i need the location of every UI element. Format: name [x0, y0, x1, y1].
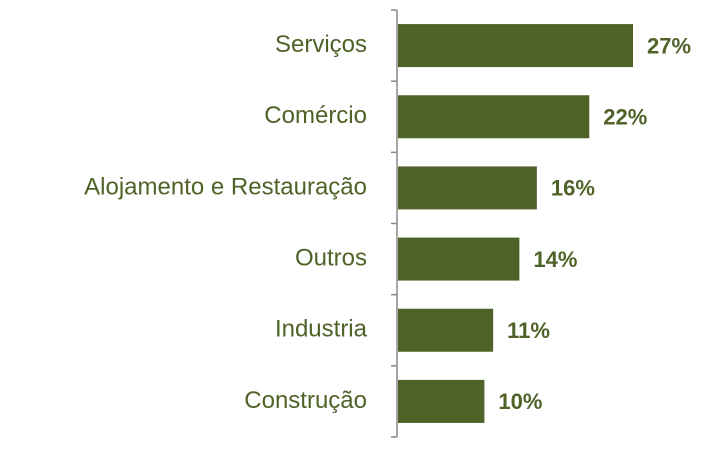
bar — [398, 308, 494, 352]
value-label: 10% — [498, 389, 542, 414]
category-label: Serviços — [275, 31, 367, 58]
category-label: Industria — [275, 316, 368, 343]
bar — [398, 166, 537, 210]
bar — [398, 237, 520, 281]
value-label: 16% — [551, 176, 595, 201]
category-label: Alojamento e Restauração — [84, 173, 367, 200]
bar — [398, 95, 590, 139]
bar — [398, 24, 633, 68]
value-label: 22% — [603, 105, 647, 130]
category-label: Outros — [295, 244, 367, 271]
category-label: Construção — [244, 387, 367, 414]
category-label: Comércio — [264, 102, 367, 129]
value-label: 11% — [507, 318, 550, 343]
bar — [398, 379, 485, 423]
value-label: 14% — [533, 247, 577, 272]
value-label: 27% — [647, 33, 691, 58]
